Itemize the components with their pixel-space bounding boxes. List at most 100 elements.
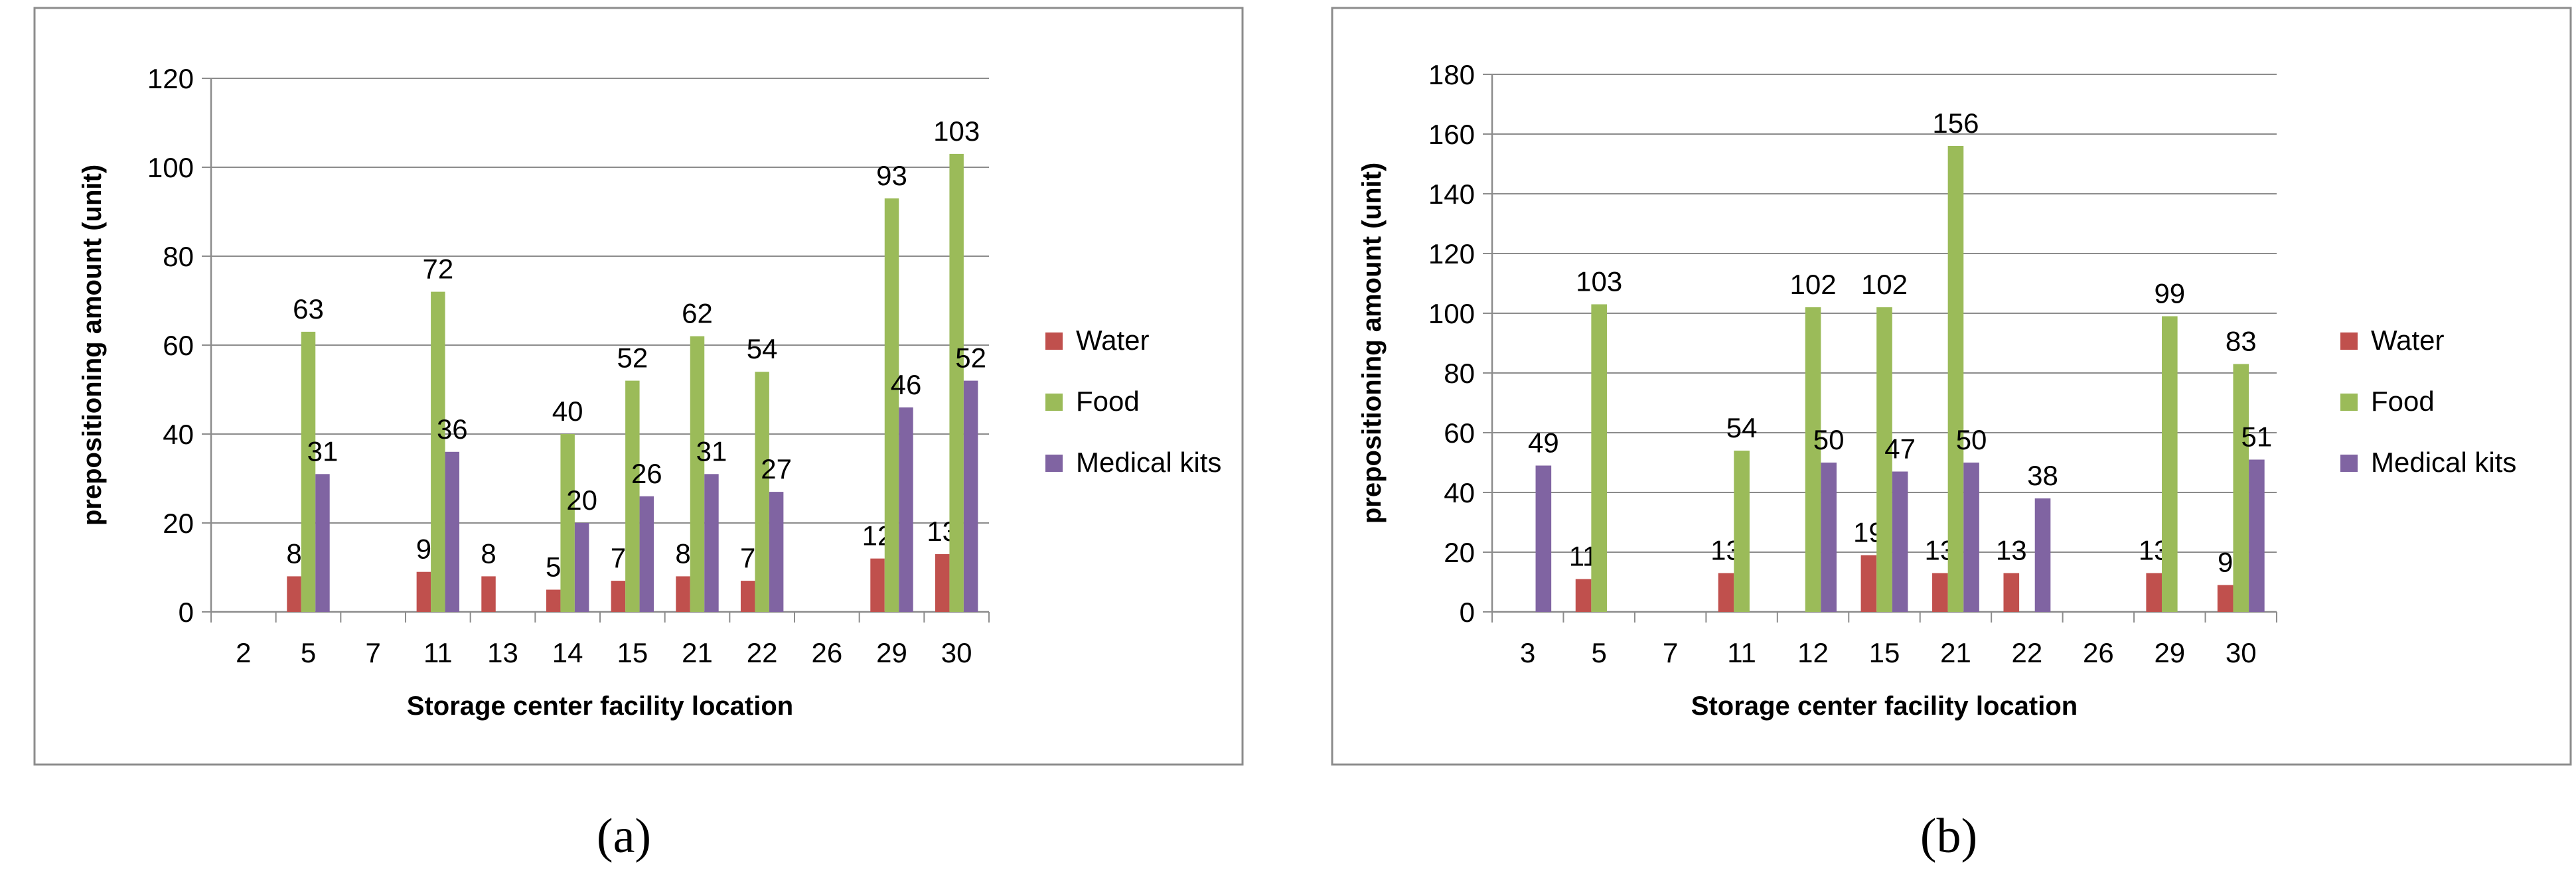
legend-swatch-medical-kits: [2340, 455, 2358, 472]
bar-food-14: [560, 434, 575, 612]
chart-b: 0 20 40 60 80 100 120 140 160 180 3 5 7 11 12 15 21 22 26 2…: [1326, 0, 2574, 884]
legend-label-water: Water: [1076, 325, 1149, 356]
bar-food-15: [625, 380, 640, 612]
x-tick-label: 21: [682, 637, 713, 668]
x-tick-label: 29: [876, 637, 907, 668]
data-label: 9: [416, 534, 431, 565]
x-tick-label: 29: [2154, 637, 2185, 668]
y-tick-label: 0: [179, 597, 194, 628]
bar-water-15: [1860, 555, 1877, 612]
x-tick-label: 15: [617, 637, 648, 668]
bar-medical-kits-30: [2249, 459, 2265, 612]
y-tick-label: 80: [1444, 358, 1475, 389]
y-tick-label: 100: [147, 152, 194, 183]
data-label: 38: [2027, 460, 2058, 491]
data-label: 7: [740, 542, 755, 573]
x-axis-title: Storage center facility location: [1691, 692, 2078, 721]
bar-water-30: [935, 553, 950, 612]
data-label: 52: [617, 342, 648, 374]
legend-swatch-medical-kits: [1045, 455, 1063, 472]
bar-water-14: [546, 589, 561, 612]
bar-water-11: [1718, 573, 1734, 612]
bar-medical-kits-21: [1963, 463, 1979, 612]
legend-label-water: Water: [2371, 325, 2444, 356]
bar-water-5: [287, 576, 301, 612]
bar-water-30: [2217, 585, 2234, 612]
bar-water-29: [2146, 573, 2162, 612]
x-tick-label: 7: [365, 637, 380, 668]
y-tick-label: 60: [163, 330, 194, 361]
y-tick-label: 180: [1428, 59, 1475, 90]
x-tick-label: 22: [747, 637, 778, 668]
data-label: 50: [1813, 424, 1845, 455]
data-label: 103: [933, 115, 980, 147]
y-tick-label: 40: [1444, 477, 1475, 508]
legend-label-food: Food: [2371, 386, 2435, 417]
panel-label-b: (b): [1920, 809, 1978, 863]
data-label: 47: [1884, 433, 1916, 465]
y-axis-title: prepositioning amount (unit): [78, 165, 107, 526]
bar-food-11: [431, 291, 445, 612]
bar-food-11: [1734, 451, 1750, 612]
bar-water-13: [481, 576, 496, 612]
y-tick-label: 80: [163, 241, 194, 272]
data-label: 31: [307, 435, 339, 467]
x-tick-label: 5: [301, 637, 316, 668]
bar-food-29: [2162, 316, 2178, 612]
bar-food-29: [884, 198, 899, 612]
data-label: 27: [761, 453, 792, 484]
data-label: 63: [293, 293, 324, 325]
data-label: 83: [2226, 326, 2257, 357]
x-tick-label: 2: [236, 637, 251, 668]
x-tick-label: 22: [2012, 637, 2043, 668]
legend-swatch-food: [2340, 394, 2358, 411]
legend-label-medical-kits: Medical kits: [2371, 447, 2516, 478]
bar-food-12: [1805, 307, 1821, 612]
data-label: 40: [552, 396, 583, 427]
bar-food-5: [1591, 304, 1607, 612]
data-label: 102: [1861, 269, 1908, 300]
data-label: 51: [2241, 421, 2273, 453]
data-label: 93: [876, 160, 907, 191]
data-label: 50: [1956, 424, 1987, 455]
x-axis-title: Storage center facility location: [407, 692, 793, 721]
x-tick-label: 21: [1940, 637, 1971, 668]
x-tick-label: 26: [811, 637, 842, 668]
data-label: 20: [566, 484, 597, 516]
data-label: 54: [747, 333, 778, 364]
x-tick-label: 7: [1663, 637, 1678, 668]
data-label: 99: [2154, 278, 2185, 309]
y-tick-label: 140: [1428, 179, 1475, 210]
y-tick-label: 20: [1444, 537, 1475, 568]
bar-food-21: [690, 336, 705, 612]
data-label: 62: [682, 298, 713, 329]
chart-a: 0 20 40 60 80 100 120 2 5 7 11 13 14 15 21 22 26 29 30 8 9 8 5…: [0, 0, 1248, 884]
y-tick-label: 120: [1428, 238, 1475, 269]
y-tick-label: 20: [163, 508, 194, 539]
y-tick-label: 60: [1444, 417, 1475, 449]
panel-label-a: (a): [596, 809, 652, 863]
data-label: 72: [422, 254, 453, 285]
data-label: 52: [955, 342, 986, 374]
x-tick-label: 11: [423, 637, 453, 668]
data-label: 8: [675, 538, 690, 569]
bar-medical-kits-22: [2034, 498, 2051, 612]
data-label: 7: [611, 542, 626, 573]
y-axis-title: prepositioning amount (unit): [1357, 163, 1387, 524]
legend-label-medical-kits: Medical kits: [1076, 447, 1221, 478]
legend-swatch-food: [1045, 394, 1063, 411]
x-tick-label: 30: [941, 637, 972, 668]
bar-water-22: [2003, 573, 2020, 612]
data-label: 8: [286, 538, 301, 569]
data-label: 26: [631, 458, 662, 489]
bar-medical-kits-15: [1892, 471, 1908, 612]
y-tick-label: 40: [163, 419, 194, 450]
x-tick-label: 12: [1797, 637, 1829, 668]
x-tick-label: 13: [487, 637, 518, 668]
bar-medical-kits-11: [445, 451, 460, 612]
x-tick-label: 5: [1592, 637, 1607, 668]
x-tick-label: 15: [1869, 637, 1900, 668]
bar-food-21: [1947, 146, 1964, 612]
data-label: 31: [696, 435, 727, 467]
bar-food-15: [1876, 307, 1892, 612]
